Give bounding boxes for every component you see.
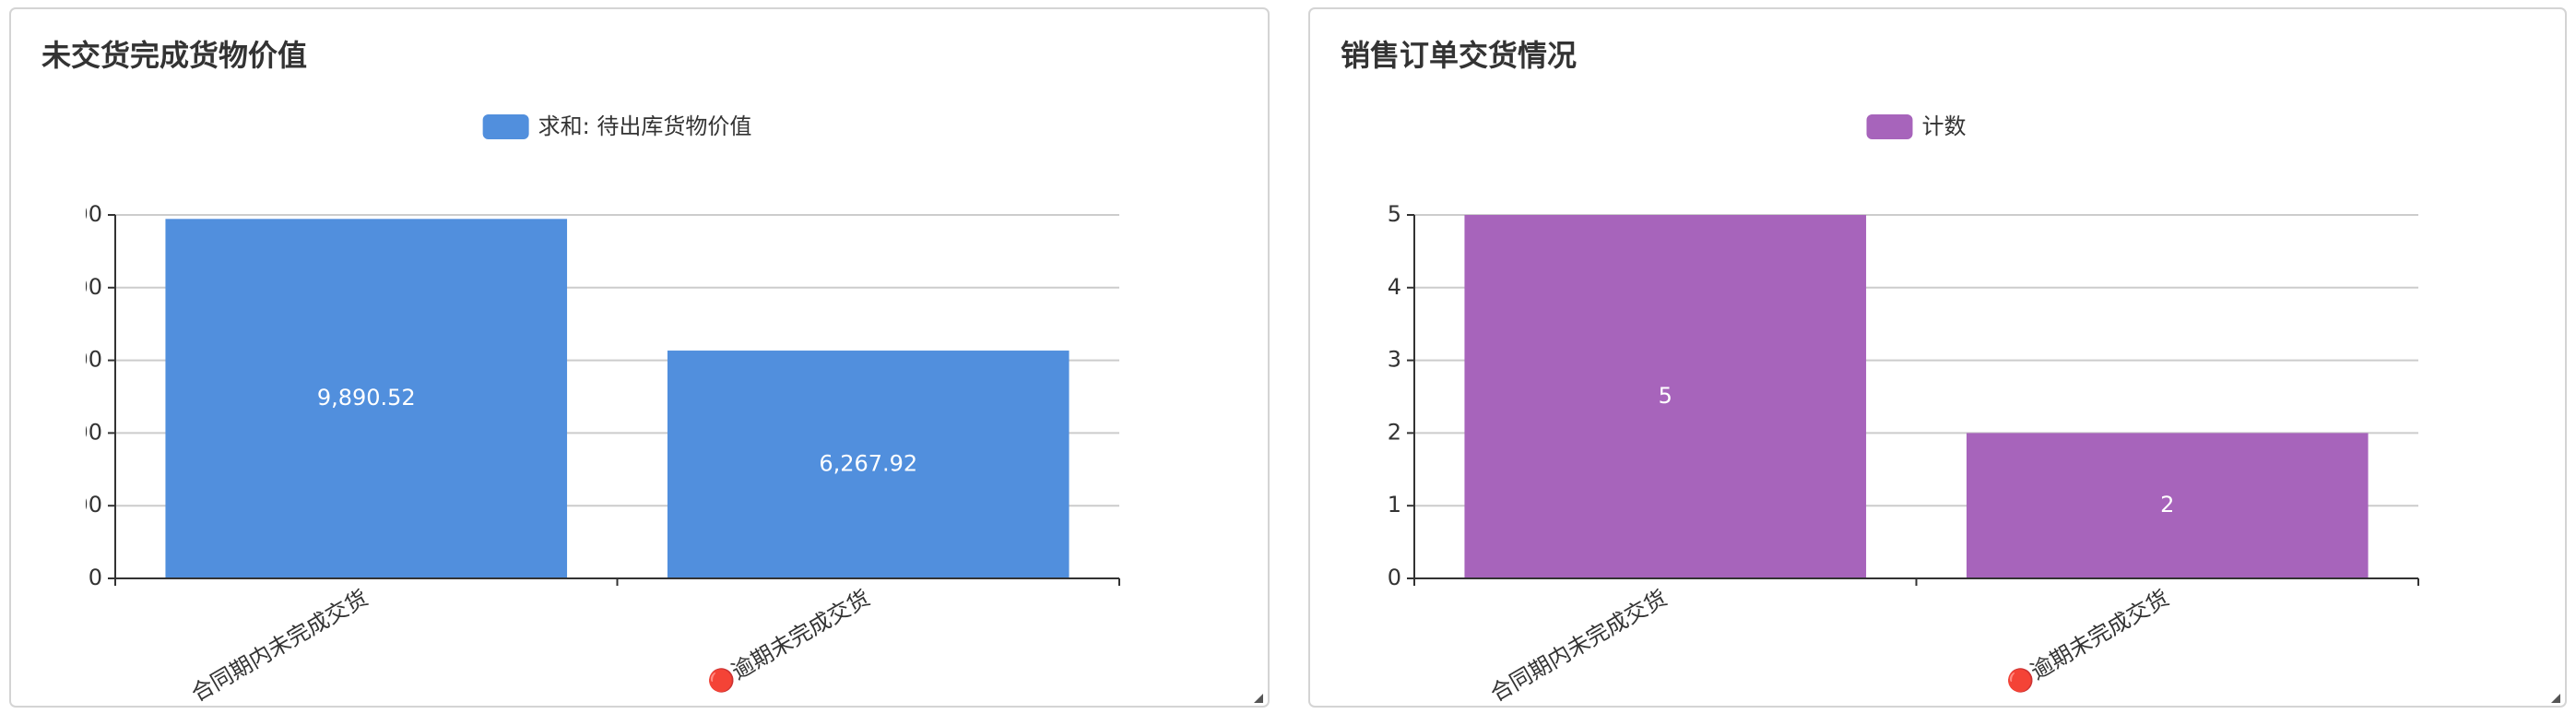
y-tick-label: 6,000 (39, 347, 102, 373)
y-tick-label: 2,000 (39, 492, 102, 518)
legend-label: 计数 (1922, 113, 1967, 139)
y-tick-label: 0 (1388, 565, 1401, 590)
y-tick-label: 4,000 (39, 419, 102, 445)
chart-title: 销售订单交货情况 (1341, 38, 1577, 73)
legend: 求和: 待出库货物价值 (482, 113, 752, 139)
y-tick-label: 8,000 (39, 274, 102, 300)
resize-handle[interactable] (1254, 694, 1263, 703)
y-tick-label: 0 (89, 565, 102, 590)
value-label: 5 (1659, 383, 1672, 409)
y-tick-label: 1 (1388, 492, 1401, 518)
chart-title: 未交货完成货物价值 (41, 38, 307, 73)
bar (1464, 215, 1867, 578)
legend-label: 求和: 待出库货物价值 (538, 113, 752, 139)
y-tick-label: 10,000 (25, 201, 102, 227)
y-tick-labels: 0 2,000 4,000 6,000 8,000 10,000 (25, 201, 102, 590)
value-label: 9,890.52 (317, 385, 416, 411)
bar (165, 219, 568, 578)
legend-swatch (1866, 114, 1913, 139)
y-tick-label: 4 (1388, 274, 1401, 300)
bar (667, 351, 1069, 578)
y-tick-labels: 0 1 2 3 4 5 (1388, 201, 1401, 590)
legend-swatch (482, 114, 529, 139)
y-tick-label: 3 (1388, 347, 1401, 373)
legend: 计数 (1866, 113, 1967, 139)
resize-handle[interactable] (2551, 694, 2560, 703)
value-label: 2 (2160, 492, 2174, 518)
value-label: 6,267.92 (819, 451, 917, 477)
y-tick-label: 2 (1388, 419, 1401, 445)
y-tick-label: 5 (1388, 201, 1401, 227)
bar (1966, 433, 2369, 578)
